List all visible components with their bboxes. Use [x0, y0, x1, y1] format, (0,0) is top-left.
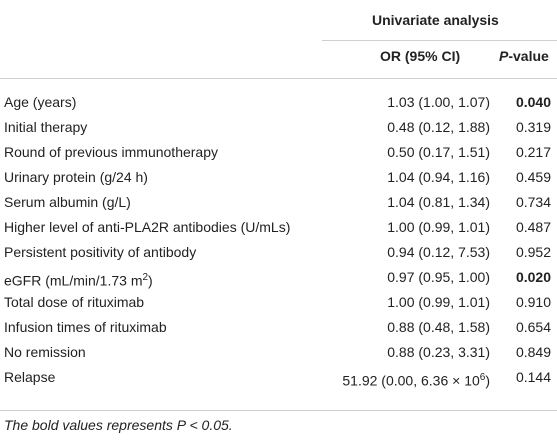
p-value: 0.144: [515, 369, 551, 385]
or-ci-value: 1.04 (0.94, 1.16): [387, 169, 490, 185]
variable-label: Higher level of anti-PLA2R antibodies (U…: [4, 219, 291, 235]
or-ci-value: 0.50 (0.17, 1.51): [387, 144, 490, 160]
table-bottom-rule: [0, 410, 557, 411]
table-row: Serum albumin (g/L) 1.04 (0.81, 1.34) 0.73…: [0, 190, 557, 215]
variable-label: Age (years): [4, 94, 77, 110]
footnote: The bold values represents P < 0.05.: [4, 417, 233, 433]
table-row: eGFR (mL/min/1.73 m2) 0.97 (0.95, 1.00) 0.…: [0, 265, 557, 290]
p-value: 0.734: [515, 194, 551, 210]
or-ci-value: 1.04 (0.81, 1.34): [387, 194, 490, 210]
variable-label: Total dose of rituximab: [4, 294, 145, 310]
p-value: 0.217: [515, 144, 551, 160]
p-value: 0.459: [515, 169, 551, 185]
p-value: 0.040: [515, 94, 551, 110]
or-ci-value: 0.97 (0.95, 1.00): [387, 269, 490, 285]
header-p-value: P-value: [499, 48, 549, 64]
or-ci-value: 0.94 (0.12, 7.53): [387, 244, 490, 260]
or-ci-value: 0.88 (0.48, 1.58): [387, 319, 490, 335]
or-ci-value: 1.03 (1.00, 1.07): [387, 94, 490, 110]
variable-label: Round of previous immunotherapy: [4, 144, 219, 160]
p-value: 0.654: [515, 319, 551, 335]
variable-label: Initial therapy: [4, 119, 88, 135]
variable-label: Persistent positivity of antibody: [4, 244, 197, 260]
table-row: Initial therapy 0.48 (0.12, 1.88) 0.319: [0, 115, 557, 140]
or-ci-value: 0.88 (0.23, 3.31): [387, 344, 490, 360]
header-or-ci: OR (95% CI): [380, 48, 461, 64]
table-row: Persistent positivity of antibody 0.94 (0…: [0, 240, 557, 265]
table-row: No remission 0.88 (0.23, 3.31) 0.849: [0, 340, 557, 365]
table-row: Round of previous immunotherapy 0.50 (0.1…: [0, 140, 557, 165]
p-value: 0.910: [515, 294, 551, 310]
table-row: Higher level of anti-PLA2R antibodies (U…: [0, 215, 557, 240]
variable-label: Urinary protein (g/24 h): [4, 169, 148, 185]
p-value: 0.849: [515, 344, 551, 360]
header-bottom-rule: [0, 78, 557, 79]
or-ci-value: 1.00 (0.99, 1.01): [387, 294, 490, 310]
table-row: Age (years) 1.03 (1.00, 1.07) 0.040: [0, 90, 557, 115]
or-ci-value: 0.48 (0.12, 1.88): [387, 119, 490, 135]
or-ci-value: 51.92 (0.00, 6.36 × 106): [342, 372, 490, 389]
variable-label: Serum albumin (g/L): [4, 194, 131, 210]
header-univariate-analysis: Univariate analysis: [372, 12, 499, 28]
or-ci-value: 1.00 (0.99, 1.01): [387, 219, 490, 235]
variable-label: No remission: [4, 344, 86, 360]
p-value: 0.487: [515, 219, 551, 235]
p-value: 0.319: [515, 119, 551, 135]
header-group-rule: [322, 40, 557, 41]
table-row: Total dose of rituximab 1.00 (0.99, 1.01)…: [0, 290, 557, 315]
table-row: Infusion times of rituximab 0.88 (0.48, 1…: [0, 315, 557, 340]
variable-label: Relapse: [4, 369, 56, 385]
variable-label: eGFR (mL/min/1.73 m2): [4, 272, 153, 289]
table-row: Urinary protein (g/24 h) 1.04 (0.94, 1.16…: [0, 165, 557, 190]
table-row: Relapse 51.92 (0.00, 6.36 × 106) 0.144: [0, 365, 557, 390]
table-body: Age (years) 1.03 (1.00, 1.07) 0.040 Initial…: [0, 90, 557, 390]
p-value: 0.952: [515, 244, 551, 260]
p-value: 0.020: [515, 269, 551, 285]
variable-label: Infusion times of rituximab: [4, 319, 167, 335]
